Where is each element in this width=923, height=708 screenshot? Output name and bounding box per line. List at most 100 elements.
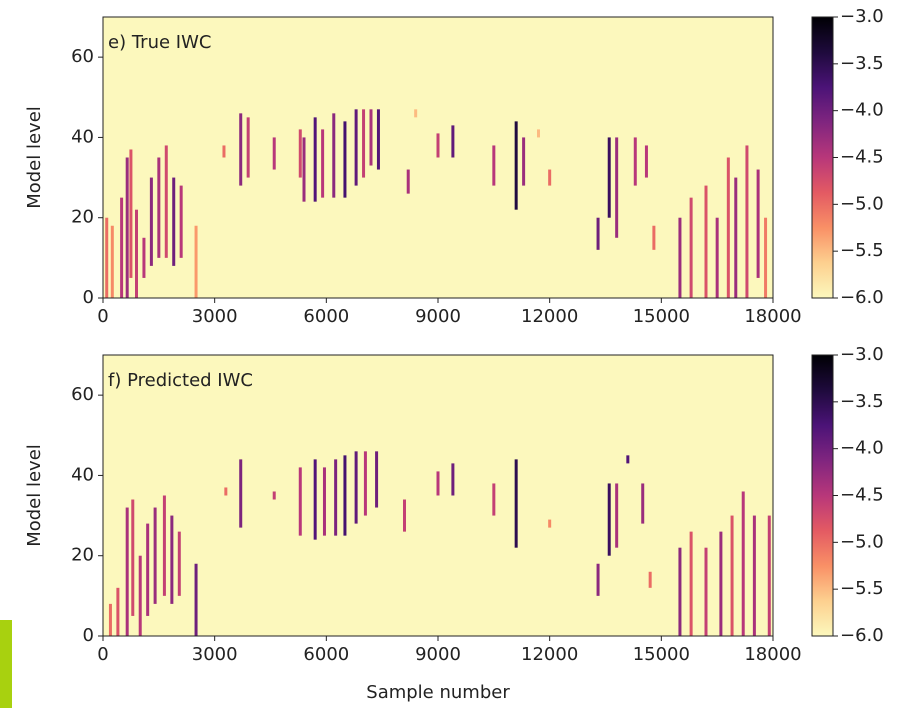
x-axis-label: Sample number	[366, 682, 510, 703]
y-axis-label: Model level	[24, 444, 45, 547]
streak	[756, 169, 760, 278]
x-tick-label: 0	[97, 644, 108, 665]
panel-title: f) Predicted IWC	[108, 370, 253, 391]
colorbar	[811, 16, 834, 299]
colorbar-tick-label: −3.0	[840, 344, 884, 365]
streak	[321, 129, 325, 198]
streak	[767, 515, 771, 636]
y-tick-label: 40	[71, 126, 94, 147]
streak	[298, 467, 302, 536]
streak	[648, 571, 652, 588]
x-tick-label: 6000	[303, 644, 349, 665]
streak	[135, 209, 138, 298]
streak	[615, 483, 619, 548]
streak	[362, 109, 366, 178]
streak	[734, 177, 738, 298]
streak	[129, 149, 133, 278]
streak	[764, 217, 768, 298]
streak	[116, 587, 120, 636]
streak	[120, 197, 124, 298]
streak	[298, 129, 302, 178]
streak	[157, 157, 161, 258]
streak	[272, 491, 276, 500]
colorbar	[811, 354, 834, 637]
streak	[492, 483, 496, 516]
x-tick-label: 3000	[192, 306, 238, 327]
streak	[689, 197, 693, 298]
x-tick-label: 9000	[415, 306, 461, 327]
streak	[689, 531, 693, 636]
streak	[548, 169, 552, 186]
streak	[652, 225, 656, 250]
colorbar-tick-label: −4.0	[840, 438, 884, 459]
streak	[332, 113, 336, 198]
streak	[162, 495, 166, 596]
streak	[375, 451, 379, 508]
streak	[142, 237, 146, 278]
colorbar-tick-label: −4.5	[840, 485, 884, 506]
streak	[745, 145, 749, 298]
streak	[343, 455, 347, 536]
x-tick-label: 0	[97, 306, 108, 327]
side-accent	[0, 620, 12, 708]
streak	[607, 137, 611, 218]
streak	[170, 515, 174, 604]
x-tick-label: 3000	[192, 644, 238, 665]
streak	[633, 137, 637, 186]
y-tick-label: 0	[83, 287, 94, 308]
streak	[406, 169, 410, 194]
streak	[146, 523, 150, 616]
streak	[164, 145, 168, 258]
x-tick-label: 9000	[415, 644, 461, 665]
streak	[726, 157, 730, 298]
y-tick-label: 20	[71, 207, 94, 228]
streak	[108, 603, 112, 636]
streak	[414, 109, 418, 118]
streak	[514, 121, 518, 210]
streak	[596, 563, 600, 596]
streak	[194, 225, 198, 298]
streak	[403, 499, 406, 532]
colorbar-tick-label: −5.5	[840, 240, 884, 261]
streak	[596, 217, 600, 250]
streak	[704, 185, 708, 298]
streak	[272, 137, 276, 170]
streak	[492, 145, 496, 186]
streak	[131, 499, 135, 616]
streak	[369, 109, 373, 166]
colorbar-tick-label: −5.0	[840, 531, 884, 552]
streak	[343, 121, 347, 198]
streak	[179, 185, 183, 258]
streak	[548, 519, 552, 528]
colorbar-tick-label: −6.0	[840, 625, 884, 646]
streak	[715, 217, 719, 298]
streak	[641, 483, 645, 524]
x-tick-label: 15000	[633, 644, 690, 665]
streak	[194, 563, 198, 636]
colorbar-tick-label: −5.5	[840, 578, 884, 599]
x-tick-label: 15000	[633, 306, 690, 327]
streak	[322, 467, 326, 536]
streak	[615, 137, 619, 238]
streak	[222, 145, 226, 158]
streak	[239, 459, 243, 528]
colorbar-tick-label: −5.0	[840, 193, 884, 214]
streak	[125, 507, 129, 636]
colorbar-tick-label: −3.5	[840, 53, 884, 74]
streak	[678, 547, 682, 636]
y-tick-label: 20	[71, 545, 94, 566]
streak	[246, 117, 250, 178]
streak	[177, 531, 181, 596]
colorbar-tick-label: −4.5	[840, 147, 884, 168]
panel-title: e) True IWC	[108, 32, 211, 53]
y-axis-label: Model level	[24, 106, 45, 209]
streak	[678, 217, 682, 298]
streak	[514, 459, 518, 548]
streak	[704, 547, 708, 636]
streak	[224, 487, 228, 496]
colorbar-tick-label: −3.5	[840, 391, 884, 412]
colorbar-tick-label: −3.0	[840, 6, 884, 27]
streak	[149, 177, 153, 266]
streak	[730, 515, 734, 636]
